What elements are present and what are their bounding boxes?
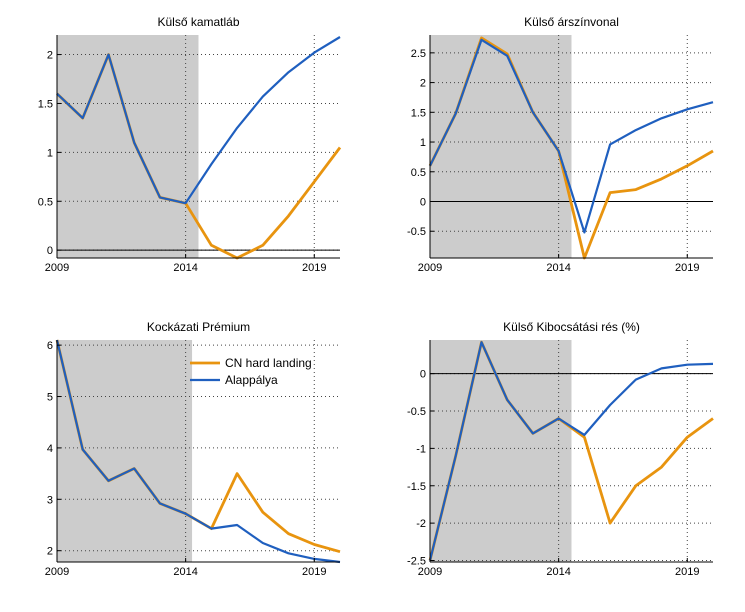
y-tick-label: 0 <box>47 245 53 257</box>
y-tick-label: 0 <box>420 197 426 209</box>
panel-title: Külső Kibocsátási rés (%) <box>503 320 640 334</box>
y-tick-label: -2.5 <box>407 556 426 568</box>
x-tick-label: 2014 <box>546 566 570 578</box>
panel-title: Kockázati Prémium <box>147 320 250 334</box>
y-tick-label: 1.5 <box>411 107 426 119</box>
x-tick-label: 2019 <box>302 566 326 578</box>
y-tick-label: -0.5 <box>407 406 426 418</box>
y-tick-label: 2.5 <box>411 48 426 60</box>
panel-title: Külső árszínvonal <box>524 15 619 29</box>
series-line-baseline <box>428 341 714 561</box>
y-tick-label: 1 <box>420 137 426 149</box>
history-shade <box>430 35 572 258</box>
y-tick-label: 2 <box>47 50 53 62</box>
legend: CN hard landing Alappálya <box>190 356 312 387</box>
y-tick-label: 1.5 <box>38 98 53 110</box>
y-tick-label: -1.5 <box>407 481 426 493</box>
y-tick-label: 0 <box>420 369 426 381</box>
legend-item-scenario-label: CN hard landing <box>225 356 312 370</box>
history-shade <box>430 340 572 562</box>
y-tick-label: 4 <box>47 443 53 455</box>
y-tick-label: 6 <box>47 340 53 352</box>
history-shade <box>57 340 193 562</box>
series-line-baseline <box>429 38 714 234</box>
x-tick-label: 2009 <box>418 566 442 578</box>
legend-item-baseline-label: Alappálya <box>225 373 278 387</box>
x-tick-label: 2019 <box>675 566 699 578</box>
x-tick-label: 2014 <box>173 566 197 578</box>
series-line-baseline <box>55 339 341 564</box>
y-tick-label: -2 <box>416 518 426 530</box>
y-tick-label: 5 <box>47 392 53 404</box>
panel-title: Külső kamatláb <box>157 15 239 29</box>
y-tick-label: 1 <box>47 147 53 159</box>
x-tick-label: 2014 <box>173 262 197 274</box>
y-tick-label: 0.5 <box>411 167 426 179</box>
y-tick-label: 3 <box>47 494 53 506</box>
y-tick-label: -1 <box>416 443 426 455</box>
panel-3: 2009 2014 2019 2 3 4 5 6 Kockázati Prémium CN har… <box>45 320 341 578</box>
x-tick-label: 2009 <box>418 262 442 274</box>
x-tick-label: 2009 <box>45 566 69 578</box>
y-tick-label: 0.5 <box>38 196 53 208</box>
y-tick-label: 2 <box>420 78 426 90</box>
history-shade <box>57 35 199 258</box>
panel-4: 2009 2014 2019 -2.5 -2 -1.5 -1 -0.5 0 Külső Kiboc… <box>407 320 714 578</box>
x-tick-label: 2009 <box>45 262 69 274</box>
panel-1: 2009 2014 2019 0 0.5 1 1.5 2 Külső kamatláb <box>38 15 342 274</box>
x-tick-label: 2019 <box>675 262 699 274</box>
x-tick-label: 2014 <box>546 262 570 274</box>
x-tick-label: 2019 <box>302 262 326 274</box>
panel-2: 2009 2014 2019 -0.5 0 0.5 1 1.5 2 2.5 Külső árszín… <box>407 15 714 274</box>
y-tick-label: -0.5 <box>407 226 426 238</box>
series-line-baseline <box>56 36 341 205</box>
y-tick-label: 2 <box>47 546 53 558</box>
